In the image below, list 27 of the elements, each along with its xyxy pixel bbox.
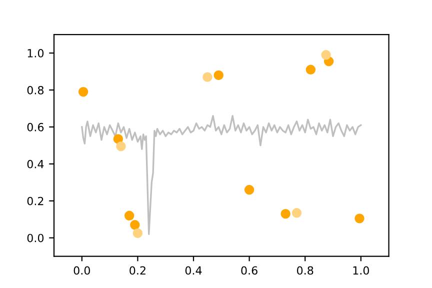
point — [244, 184, 254, 195]
y-tick-label: 0.6 — [27, 122, 44, 132]
y-tick-label: 0.4 — [27, 160, 44, 168]
y-tick-label: 0.8 — [27, 86, 44, 94]
x-tick-label: 0.4 — [185, 266, 202, 275]
x-tick-label: 1.0 — [353, 266, 369, 275]
y-tick-label: 0.2 — [27, 196, 44, 206]
x-tick-label: 0.8 — [297, 266, 314, 275]
x-tick-label: 0.2 — [130, 266, 146, 275]
point — [202, 72, 212, 82]
point — [354, 214, 364, 224]
point — [321, 50, 331, 60]
point — [113, 134, 124, 144]
point — [292, 208, 302, 218]
point — [214, 70, 224, 80]
y-tick-label: 1.0 — [28, 49, 44, 58]
point — [280, 208, 290, 219]
y-tick-label: 0.0 — [27, 234, 44, 242]
line-series — [81, 115, 362, 235]
point — [132, 228, 143, 238]
x-tick-label: 0.6 — [241, 266, 258, 275]
point — [124, 210, 134, 221]
point — [306, 64, 316, 75]
point — [78, 86, 88, 97]
x-tick-label: 0.0 — [74, 266, 90, 275]
point — [130, 220, 140, 230]
point — [116, 142, 126, 152]
